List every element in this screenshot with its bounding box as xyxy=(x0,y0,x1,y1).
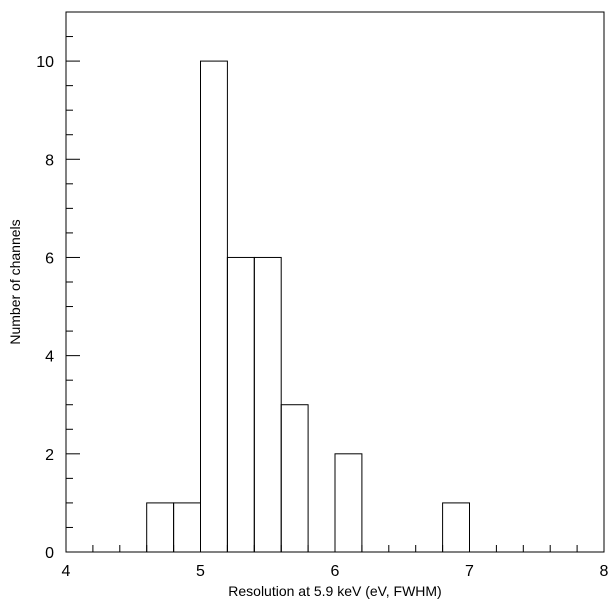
y-tick-label: 6 xyxy=(45,250,54,267)
histogram-bar xyxy=(226,256,255,553)
x-tick-label: 8 xyxy=(600,563,609,580)
x-tick-label: 5 xyxy=(196,563,205,580)
histogram-bar xyxy=(146,502,175,553)
x-tick-label: 7 xyxy=(465,563,474,580)
histogram-bar xyxy=(442,502,471,553)
y-tick-label: 8 xyxy=(45,152,54,169)
histogram-bar xyxy=(200,60,228,553)
x-axis-label: Resolution at 5.9 keV (eV, FWHM) xyxy=(228,583,441,599)
histogram-bar xyxy=(280,404,309,553)
histogram-bar xyxy=(334,453,363,553)
y-axis-label: Number of channels xyxy=(7,219,23,344)
x-tick-label: 4 xyxy=(62,563,71,580)
histogram-bar xyxy=(173,502,202,553)
axis-ticks xyxy=(65,11,605,553)
y-tick-label: 4 xyxy=(45,349,54,366)
y-tick-label: 0 xyxy=(45,545,54,562)
histogram-bars xyxy=(146,60,471,553)
histogram-bar xyxy=(253,256,282,553)
x-tick-label: 6 xyxy=(331,563,340,580)
y-tick-label: 2 xyxy=(45,447,54,464)
tick-labels: 4 5 6 7 8 0 2 4 6 8 10 xyxy=(36,54,608,580)
y-tick-label: 10 xyxy=(36,54,54,71)
